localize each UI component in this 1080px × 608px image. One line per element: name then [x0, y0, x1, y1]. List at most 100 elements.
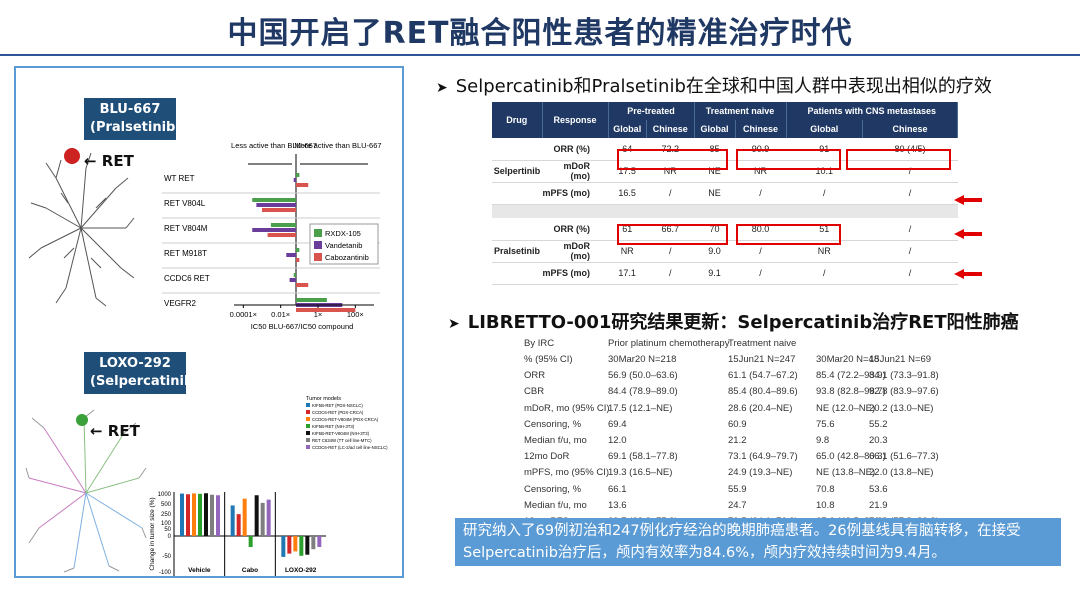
table2-cell: 24.9 (19.3–NE) [728, 467, 793, 479]
y-tick-label: -100 [159, 570, 172, 576]
table-row: mPFS (mo) 17.1/9.1// / [492, 262, 958, 285]
value-cell: NE [694, 160, 736, 183]
th-sub: Global [694, 120, 736, 138]
bar [296, 298, 327, 302]
table2-cell: 66.1 (51.6–77.3) [869, 451, 939, 463]
bullet-1: ➤ Selpercatinib和Pralsetinib在全球和中国人群中表现出相似… [436, 72, 992, 98]
table2-cell: 65.0 (42.8–80.3) [816, 451, 886, 463]
table2-cell: NE (13.8–NE) [816, 467, 876, 479]
group-label: LOXO-292 [285, 567, 317, 574]
category-label: RET V804L [164, 199, 206, 208]
table-row: mPFS (mo) 16.5/NE / / / [492, 182, 958, 205]
value-cell: 10.1 [786, 160, 863, 183]
drug1-sub: (Pralsetinib) [90, 120, 182, 135]
left-figure-panel: BLU-667 (Pralsetinib) LOXO-292 (Selperca… [14, 66, 404, 578]
kinome-tree-2 [25, 409, 147, 573]
ret-highlight-2 [76, 414, 88, 426]
table2-cell: 85.4 (80.4–89.6) [728, 386, 798, 398]
ret-highlight [64, 148, 80, 164]
table2-header-cell: Treatment naive [728, 338, 797, 349]
bar [293, 178, 296, 182]
bar [289, 278, 296, 282]
drug2-label: LOXO-292 (Selpercatinib) [84, 352, 199, 394]
drug-cell [492, 138, 542, 161]
bar [296, 308, 356, 312]
table-row: ORR (%) 61 66.7 70 80.0 51/ [492, 218, 958, 241]
th-drug: Drug [492, 102, 543, 138]
legend-swatch [306, 445, 310, 449]
th-sub: Global [786, 120, 864, 138]
legend-swatch [306, 410, 310, 414]
drug-cell [492, 218, 542, 241]
legend-swatch [314, 241, 322, 249]
bar [296, 258, 300, 262]
drug-cell: Pralsetinib [492, 240, 542, 263]
header-left: Less active than BLU-667 [231, 141, 317, 150]
group-label: Cabo [242, 567, 258, 574]
efficacy-table: Drug Response Pre-treated Treatment naiv… [492, 102, 959, 285]
title-divider [0, 54, 1080, 56]
table2-cell: 92.8 (83.9–97.6) [869, 386, 939, 398]
value-cell: NR [735, 160, 787, 183]
value-cell: / [735, 240, 787, 263]
bar [305, 536, 310, 555]
table-gap-row [492, 204, 958, 218]
drug2-name: LOXO-292 [99, 356, 171, 371]
th-response: Response [542, 102, 609, 138]
bar [252, 228, 296, 232]
table2-cell: 53.6 [869, 483, 888, 495]
response-cell: ORR (%) [542, 218, 608, 241]
ret-label-1: ← RET [84, 152, 134, 170]
bar [216, 495, 220, 536]
value-cell: 51 [786, 218, 863, 241]
legend-label: CCDC6-RET-V804M (PDX-CRCA) [312, 417, 379, 422]
bar [296, 173, 300, 177]
value-cell: NE [694, 182, 736, 205]
drug-cell [492, 262, 542, 285]
group-label: Vehicle [188, 567, 211, 574]
kinome-tree-1 [28, 148, 135, 307]
table2-cell: 70.8 [816, 483, 835, 495]
page-title: 中国开启了RET融合阳性患者的精准治疗时代 [227, 16, 853, 51]
value-cell: / [862, 182, 958, 205]
bar [210, 494, 214, 536]
value-cell: / [862, 160, 958, 183]
category-label: CCDC6 RET [164, 274, 210, 283]
table2-cell: Median f/u, mo [524, 499, 587, 511]
ret-text-2: RET [107, 422, 140, 440]
table2-cell: 9.8 [816, 435, 830, 446]
bar [311, 536, 316, 550]
value-cell: / [862, 240, 958, 263]
bar [296, 283, 309, 287]
value-cell: NR [608, 240, 647, 263]
category-label: VEGFR2 [164, 299, 197, 308]
legend-label: KIF5B-RET (PDX-NSCLC) [312, 403, 363, 408]
table2-header-cell: Prior platinum chemotherapy [608, 338, 730, 349]
bar [267, 233, 296, 237]
table2-cell: Censoring, % [524, 418, 582, 430]
table-row: Pralsetinib mDoR (mo) NR/9.0/NR / [492, 240, 958, 263]
value-cell: 66.7 [646, 218, 695, 241]
table2-cell: 69.4 [608, 418, 627, 430]
th-sub: Chinese [735, 120, 787, 138]
bar [260, 502, 265, 536]
bullet-1-text: Selpercatinib和Pralsetinib在全球和中国人群中表现出相似的… [455, 76, 992, 97]
y-axis-label: Change in tumor size (%) [149, 497, 156, 570]
bar [180, 493, 184, 536]
value-cell: 9.1 [694, 262, 736, 285]
bar [192, 493, 196, 536]
highlight-box [736, 224, 841, 245]
legend-swatch [306, 424, 310, 428]
legend-label: Cabozantinib [325, 253, 369, 262]
bar [317, 536, 322, 547]
y-tick-label: 50 [164, 527, 171, 533]
th-group-2: Treatment naive [694, 102, 787, 120]
table2-cell: 24.7 [728, 499, 747, 511]
table2-cell: 84.1 (73.3–91.8) [869, 370, 939, 382]
red-arrow-icon [954, 229, 982, 239]
bar [270, 223, 296, 227]
y-tick-label: 100 [161, 521, 172, 527]
table2-cell: 30Mar20 N=218 [608, 354, 677, 365]
